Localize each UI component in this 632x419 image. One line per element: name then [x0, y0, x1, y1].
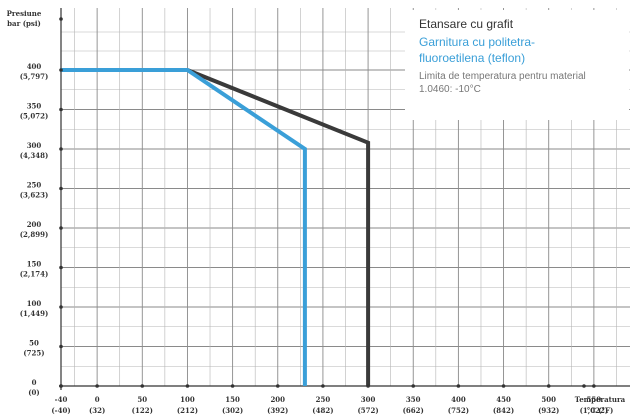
x-tick-sublabel: (842) [493, 406, 514, 415]
x-tick-sublabel: (302) [222, 406, 243, 415]
y-tick-label: 150 [27, 260, 42, 269]
y-tick-label: 200 [27, 220, 42, 229]
x-tick-label: 350 [406, 395, 421, 404]
x-tick-sublabel: (1,022) [580, 406, 609, 415]
legend: Etansare cu grafit Garnitura cu politetr… [405, 10, 629, 120]
x-tick-mark [321, 384, 325, 388]
x-tick-sublabel: (212) [177, 406, 198, 415]
x-tick-label: 0 [95, 395, 100, 404]
x-tick-label: 300 [361, 395, 376, 404]
x-tick-mark [230, 384, 235, 388]
x-tick-label: 100 [180, 395, 195, 404]
x-tick-label: 450 [496, 395, 511, 404]
y-tick-mark [59, 186, 63, 191]
y-tick-sublabel: (0) [28, 388, 40, 397]
x-tick-label: 500 [541, 395, 556, 404]
x-tick-sublabel: (122) [132, 406, 153, 415]
legend-note-line2: 1.0460: -10°C [419, 84, 481, 95]
y-tick-label: 50 [29, 339, 39, 348]
y-tick-label: 100 [27, 299, 42, 308]
x-axis-title-line2: °C (°F) [587, 406, 614, 415]
legend-note-line1: Limita de temperatura pentru material [419, 71, 586, 82]
legend-item-teflon-line1: Garnitura cu politetra- [419, 35, 536, 49]
x-tick-sublabel: (752) [448, 406, 469, 415]
x-tick-label: 400 [451, 395, 466, 404]
x-tick-sublabel: (392) [267, 406, 288, 415]
x-tick-mark [456, 384, 461, 388]
y-tick-mark [59, 147, 63, 151]
legend-item-teflon-line2: fluoroetilena (teflon) [419, 51, 526, 65]
y-axis-title-line1: Presiune [7, 9, 42, 18]
x-tick-sublabel: (932) [538, 406, 559, 415]
x-tick-mark [140, 384, 145, 388]
x-tick-label: 150 [225, 395, 240, 404]
y-tick-sublabel: (2,899) [20, 230, 49, 239]
legend-item-graphite: Etansare cu grafit [419, 17, 514, 31]
series-teflon-line [61, 68, 307, 386]
y-tick-labels: 400(5,797) 350(5,072) 300(4,348) 250(3,623)… [20, 17, 63, 397]
x-tick-sublabel: (572) [357, 406, 378, 415]
x-tick-labels: -40 (-40) 0 (32) 50 (122) 100 (212) 150 (302) 200 (… [51, 384, 608, 415]
y-tick-label: 300 [27, 141, 42, 150]
x-tick-label: 200 [270, 395, 285, 404]
y-axis-title: Presiune bar (psi) [7, 9, 42, 28]
y-tick-mark [59, 68, 63, 72]
series-lines [61, 68, 371, 386]
x-tick-mark [95, 384, 99, 388]
x-axis-title-line1: Temperatura [575, 395, 626, 404]
y-tick-sublabel: (5,797) [20, 72, 49, 81]
x-tick-mark [366, 384, 370, 388]
x-tick-mark [582, 384, 586, 388]
y-tick-label: 250 [27, 181, 42, 190]
x-axis-title: Temperatura °C (°F) [575, 395, 626, 415]
y-tick-sublabel: (725) [23, 349, 44, 358]
y-axis-title-line2: bar (psi) [7, 19, 41, 28]
y-tick-sublabel: (3,623) [20, 191, 49, 200]
y-tick-mark [59, 344, 63, 349]
y-tick-mark [59, 107, 63, 112]
x-tick-label: 550 [587, 395, 602, 404]
x-tick-label: 250 [316, 395, 331, 404]
x-tick-mark [501, 384, 506, 388]
y-tick-label: 400 [27, 62, 42, 71]
x-tick-mark [59, 384, 63, 388]
legend-item-teflon: Garnitura cu politetra- fluoroetilena (t… [419, 34, 619, 66]
y-tick-sublabel: (1,449) [20, 309, 49, 318]
x-tick-sublabel: (662) [403, 406, 424, 415]
grid [61, 8, 630, 387]
x-tick-sublabel: (-40) [51, 406, 70, 415]
x-tick-mark [411, 384, 416, 388]
legend-note: Limita de temperatura pentru material 1.… [419, 70, 619, 96]
y-tick-sublabel: (5,072) [20, 112, 49, 121]
y-tick-mark [59, 226, 63, 230]
y-tick-sublabel: (2,174) [20, 270, 49, 279]
x-tick-mark [546, 384, 551, 388]
x-tick-sublabel: (482) [312, 406, 333, 415]
y-tick-mark [59, 265, 63, 270]
x-tick-mark [275, 384, 280, 388]
x-tick-label: 50 [137, 395, 147, 404]
x-tick-sublabel: (32) [89, 406, 105, 415]
x-tick-mark [592, 384, 596, 388]
y-tick-sublabel: (4,348) [20, 151, 49, 160]
y-tick-mark [59, 17, 63, 21]
x-tick-mark [185, 384, 190, 388]
y-tick-label: 350 [27, 102, 42, 111]
x-tick-label: -40 [55, 395, 68, 404]
y-tick-mark [59, 305, 63, 309]
y-tick-label: 0 [32, 378, 37, 387]
